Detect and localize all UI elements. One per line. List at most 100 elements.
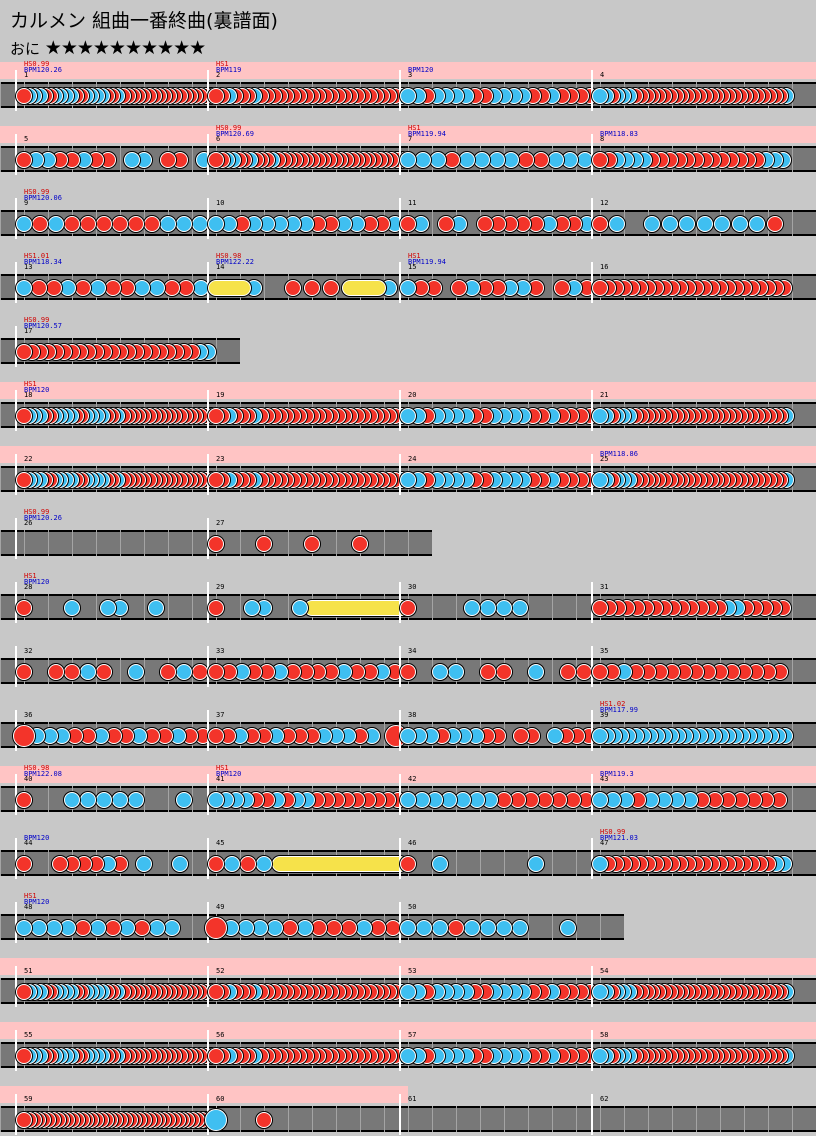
barline <box>207 198 209 239</box>
ka-note <box>48 216 64 232</box>
barline <box>399 774 401 815</box>
beat-line <box>240 530 241 556</box>
barline <box>15 390 17 431</box>
beat-line <box>0 978 1 1004</box>
chart-row: 17 HS0.99 BPM120.57 <box>0 317 240 367</box>
barline <box>591 198 593 239</box>
barline <box>207 646 209 687</box>
beat-line <box>552 594 553 620</box>
don-note <box>208 88 224 104</box>
measure-number: 28 <box>24 583 33 591</box>
measure-number: 48 <box>24 903 33 911</box>
ka-note <box>16 920 32 936</box>
drumroll-note <box>304 600 412 616</box>
don-note <box>208 664 224 680</box>
ka-note <box>592 792 608 808</box>
bpm-label: BPM119 <box>216 66 242 74</box>
beat-line <box>144 594 145 620</box>
ka-note <box>488 152 505 168</box>
barline <box>15 326 17 367</box>
beat-line <box>552 274 553 300</box>
barline <box>399 198 401 239</box>
don-note <box>509 792 526 808</box>
scroll-speed-label: HS1 <box>216 764 229 772</box>
don-note <box>496 792 512 808</box>
beat-line <box>0 850 1 876</box>
measure-number: 37 <box>216 711 225 719</box>
chart-row: 59 60 61 62 <box>0 1086 816 1135</box>
beat-line <box>456 594 457 620</box>
measure-number: 41 <box>216 775 225 783</box>
don-note <box>476 216 493 232</box>
beat-line <box>432 210 433 236</box>
ka-note <box>112 792 128 808</box>
barline <box>15 198 17 239</box>
beat-line <box>528 594 529 620</box>
barline <box>15 134 17 175</box>
beat-line <box>648 1106 649 1132</box>
beat-line <box>744 1106 745 1132</box>
don-note <box>163 280 180 296</box>
barline <box>207 838 209 879</box>
ka-note <box>413 792 430 808</box>
don-note <box>75 920 92 936</box>
ka-note <box>512 600 528 616</box>
don-note <box>16 344 32 360</box>
bpm-label: BPM120.57 <box>24 322 62 330</box>
beat-line <box>0 786 1 812</box>
ka-note <box>400 792 416 808</box>
beat-line <box>552 914 553 940</box>
scroll-speed-label: HS0.99 <box>216 124 242 132</box>
scroll-speed-label: HS0.99 <box>24 188 50 196</box>
barline <box>15 646 17 687</box>
barline <box>591 710 593 751</box>
barline <box>15 966 17 1007</box>
beat-line <box>0 530 1 556</box>
measure-number: 47 <box>600 839 609 847</box>
bpm-label: BPM120 <box>24 834 50 842</box>
beat-line <box>384 722 385 748</box>
don-note <box>592 152 608 168</box>
difficulty-line: おに ★★★★★★★★★★ <box>10 37 206 59</box>
don-note <box>400 856 416 872</box>
don-note <box>550 792 567 808</box>
ka-note <box>148 920 165 936</box>
ka-note <box>128 664 144 680</box>
beat-line <box>384 1106 385 1132</box>
don-note <box>340 920 357 936</box>
scroll-speed-label: HS0.99 <box>24 60 50 68</box>
don-note <box>16 664 32 680</box>
gogo-band <box>0 1086 408 1103</box>
ka-note <box>400 920 416 936</box>
chart-row: 22 23 24 25 BPM118.86 <box>0 446 816 495</box>
scroll-speed-label: HS1 <box>408 252 421 260</box>
ka-note <box>176 664 192 680</box>
don-note <box>64 664 80 680</box>
don-note <box>352 536 368 552</box>
don-note <box>208 984 224 1000</box>
beat-line <box>408 1106 409 1132</box>
beat-line <box>168 850 169 876</box>
beat-line <box>696 210 697 236</box>
ka-note <box>454 792 471 808</box>
chart-row: 51 52 53 54 <box>0 958 816 1007</box>
barline <box>15 1094 17 1135</box>
chart-row: 1 HS0.99 BPM120.26 2 HS1 BPM119 3 BPM120 4 <box>0 60 816 111</box>
barline <box>591 70 593 111</box>
beat-line <box>576 594 577 620</box>
don-note <box>16 984 32 1000</box>
measure-number: 53 <box>408 967 417 975</box>
chart-row: 36 37 38 39 HS1.02 BPM117.99 <box>0 701 816 751</box>
beat-line <box>0 210 1 236</box>
don-note <box>96 664 112 680</box>
beat-line <box>192 594 193 620</box>
beat-line <box>0 1042 1 1068</box>
ka-note <box>731 216 748 232</box>
bpm-label: BPM120 <box>24 578 50 586</box>
beat-line <box>0 594 1 620</box>
chart-row: 55 56 57 58 <box>0 1022 816 1071</box>
measure-number: 4 <box>600 71 605 79</box>
beat-line <box>480 1106 481 1132</box>
chart-row: 26 HS0.99 BPM120.26 27 <box>0 509 432 559</box>
ka-note <box>609 216 626 232</box>
